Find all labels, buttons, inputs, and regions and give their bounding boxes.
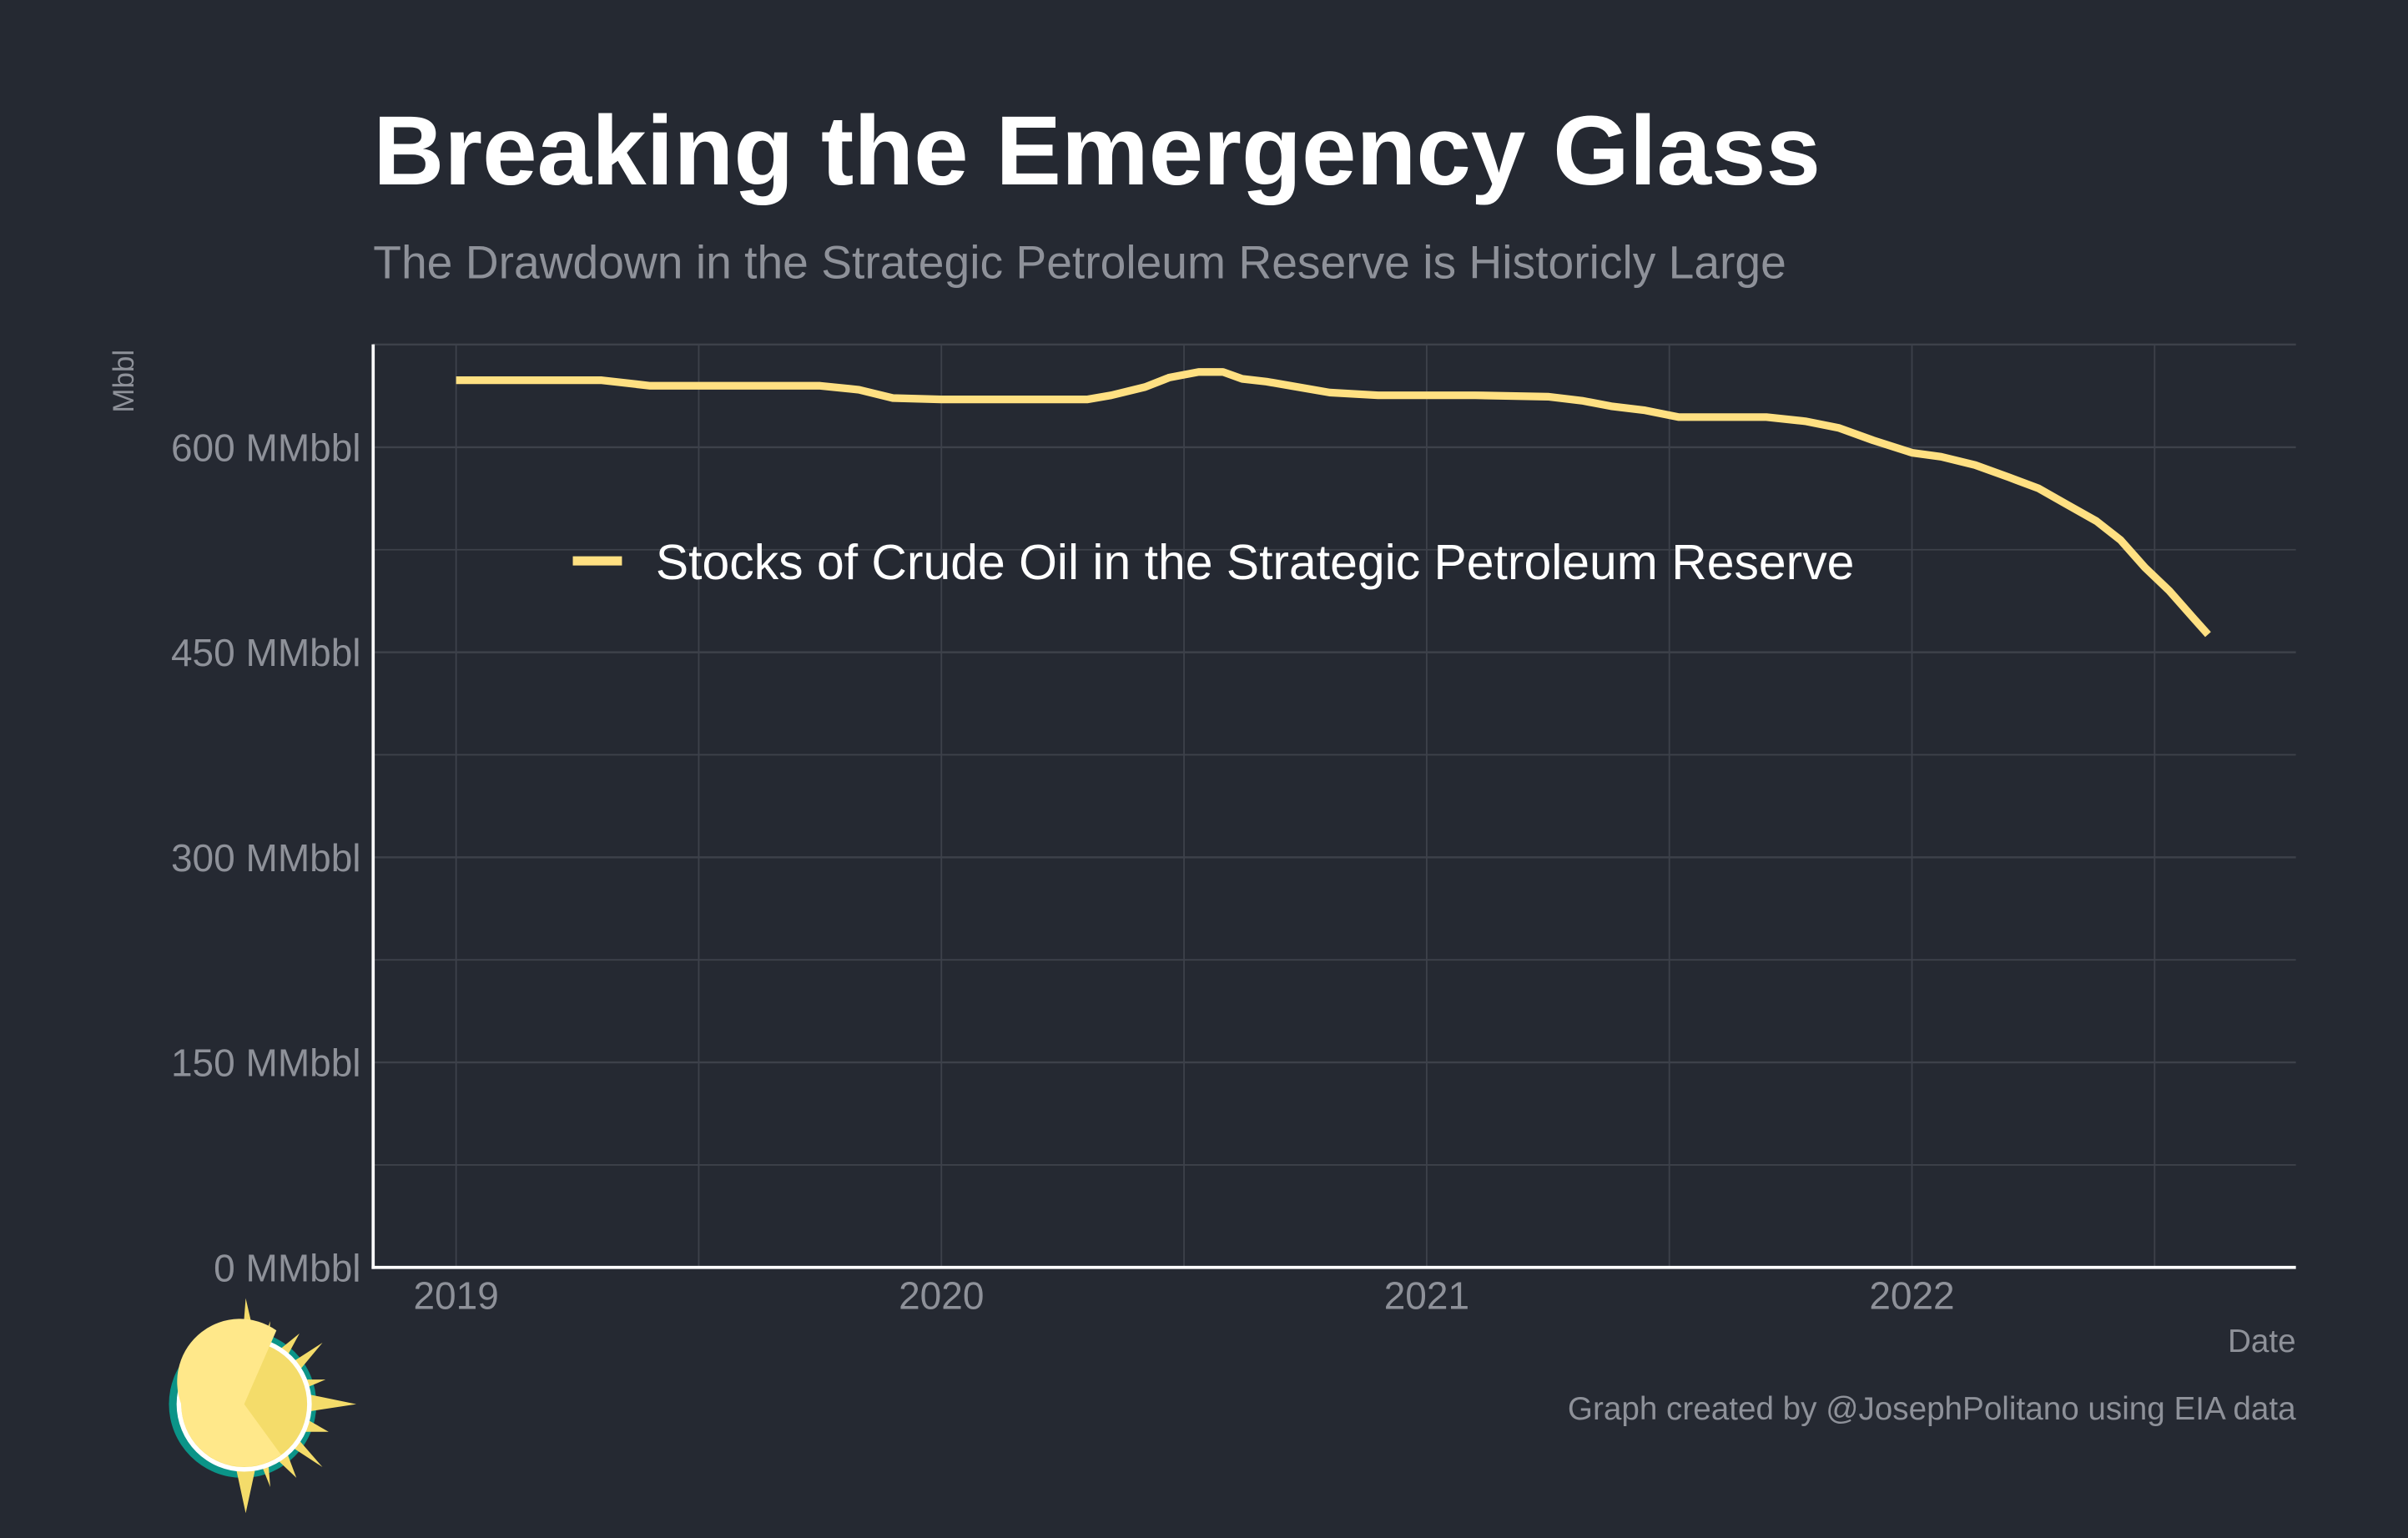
grid xyxy=(373,343,2296,1268)
sun-logo-icon xyxy=(169,1298,357,1514)
x-axis-label: Date xyxy=(2228,1324,2296,1359)
y-axis-label: Mbbl xyxy=(108,350,140,413)
x-tick-label: 2019 xyxy=(413,1273,498,1317)
y-axis-ticks: 0 MMbbl 150 MMbbl 300 MMbbl 450 MMbbl 600 MM… xyxy=(171,426,361,1289)
y-tick-label: 150 MMbbl xyxy=(171,1041,361,1085)
x-tick-label: 2021 xyxy=(1384,1273,1469,1317)
x-axis-ticks: 2019 2020 2021 2022 xyxy=(413,1273,1954,1317)
y-tick-label: 450 MMbbl xyxy=(171,631,361,674)
y-tick-label: 600 MMbbl xyxy=(171,426,361,469)
legend: Stocks of Crude Oil in the Strategic Pet… xyxy=(572,536,1855,590)
y-tick-label: 0 MMbbl xyxy=(214,1246,360,1289)
series-line-spr-stocks xyxy=(456,368,2211,638)
caption: Graph created by @JosephPolitano using E… xyxy=(1568,1391,2296,1427)
x-tick-label: 2020 xyxy=(899,1273,984,1317)
x-tick-label: 2022 xyxy=(1869,1273,1954,1317)
legend-label: Stocks of Crude Oil in the Strategic Pet… xyxy=(656,536,1855,590)
chart-title: Breaking the Emergency Glass xyxy=(373,95,1821,205)
y-tick-label: 300 MMbbl xyxy=(171,836,361,880)
chart-subtitle: The Drawdown in the Strategic Petroleum … xyxy=(373,236,1786,288)
